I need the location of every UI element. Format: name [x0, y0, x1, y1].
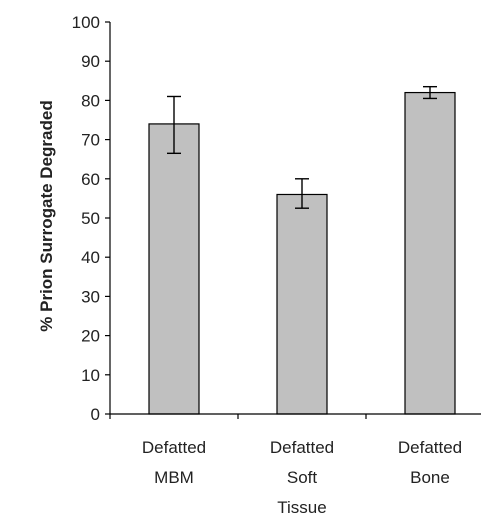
x-tick-label-0-1: MBM: [154, 468, 194, 487]
x-tick-label-1-1: Soft: [287, 468, 318, 487]
x-tick-label-0-0: Defatted: [142, 438, 206, 457]
y-tick-label-100: 100: [72, 13, 100, 32]
y-tick-label-40: 40: [81, 248, 100, 267]
y-tick-label-30: 30: [81, 287, 100, 306]
x-tick-label-1-2: Tissue: [277, 498, 326, 517]
plot-area: 0 10 20 30 40 50 60 70 80 90 100 Defatted MBM Defatte…: [72, 13, 481, 517]
y-tick-label-70: 70: [81, 131, 100, 150]
y-tick-label-90: 90: [81, 52, 100, 71]
bar-1: [276, 193, 328, 415]
bar-0: [148, 123, 200, 415]
y-tick-label-20: 20: [81, 327, 100, 346]
y-tick-label-10: 10: [81, 366, 100, 385]
y-axis-title: % Prion Surrogate Degraded: [37, 100, 56, 331]
x-tick-label-2-1: Bone: [410, 468, 450, 487]
x-tick-label-1-0: Defatted: [270, 438, 334, 457]
bar-2: [404, 91, 456, 415]
y-tick-label-0: 0: [91, 405, 100, 424]
x-tick-label-2-0: Defatted: [398, 438, 462, 457]
y-tick-label-50: 50: [81, 209, 100, 228]
y-tick-label-60: 60: [81, 170, 100, 189]
y-tick-label-80: 80: [81, 91, 100, 110]
